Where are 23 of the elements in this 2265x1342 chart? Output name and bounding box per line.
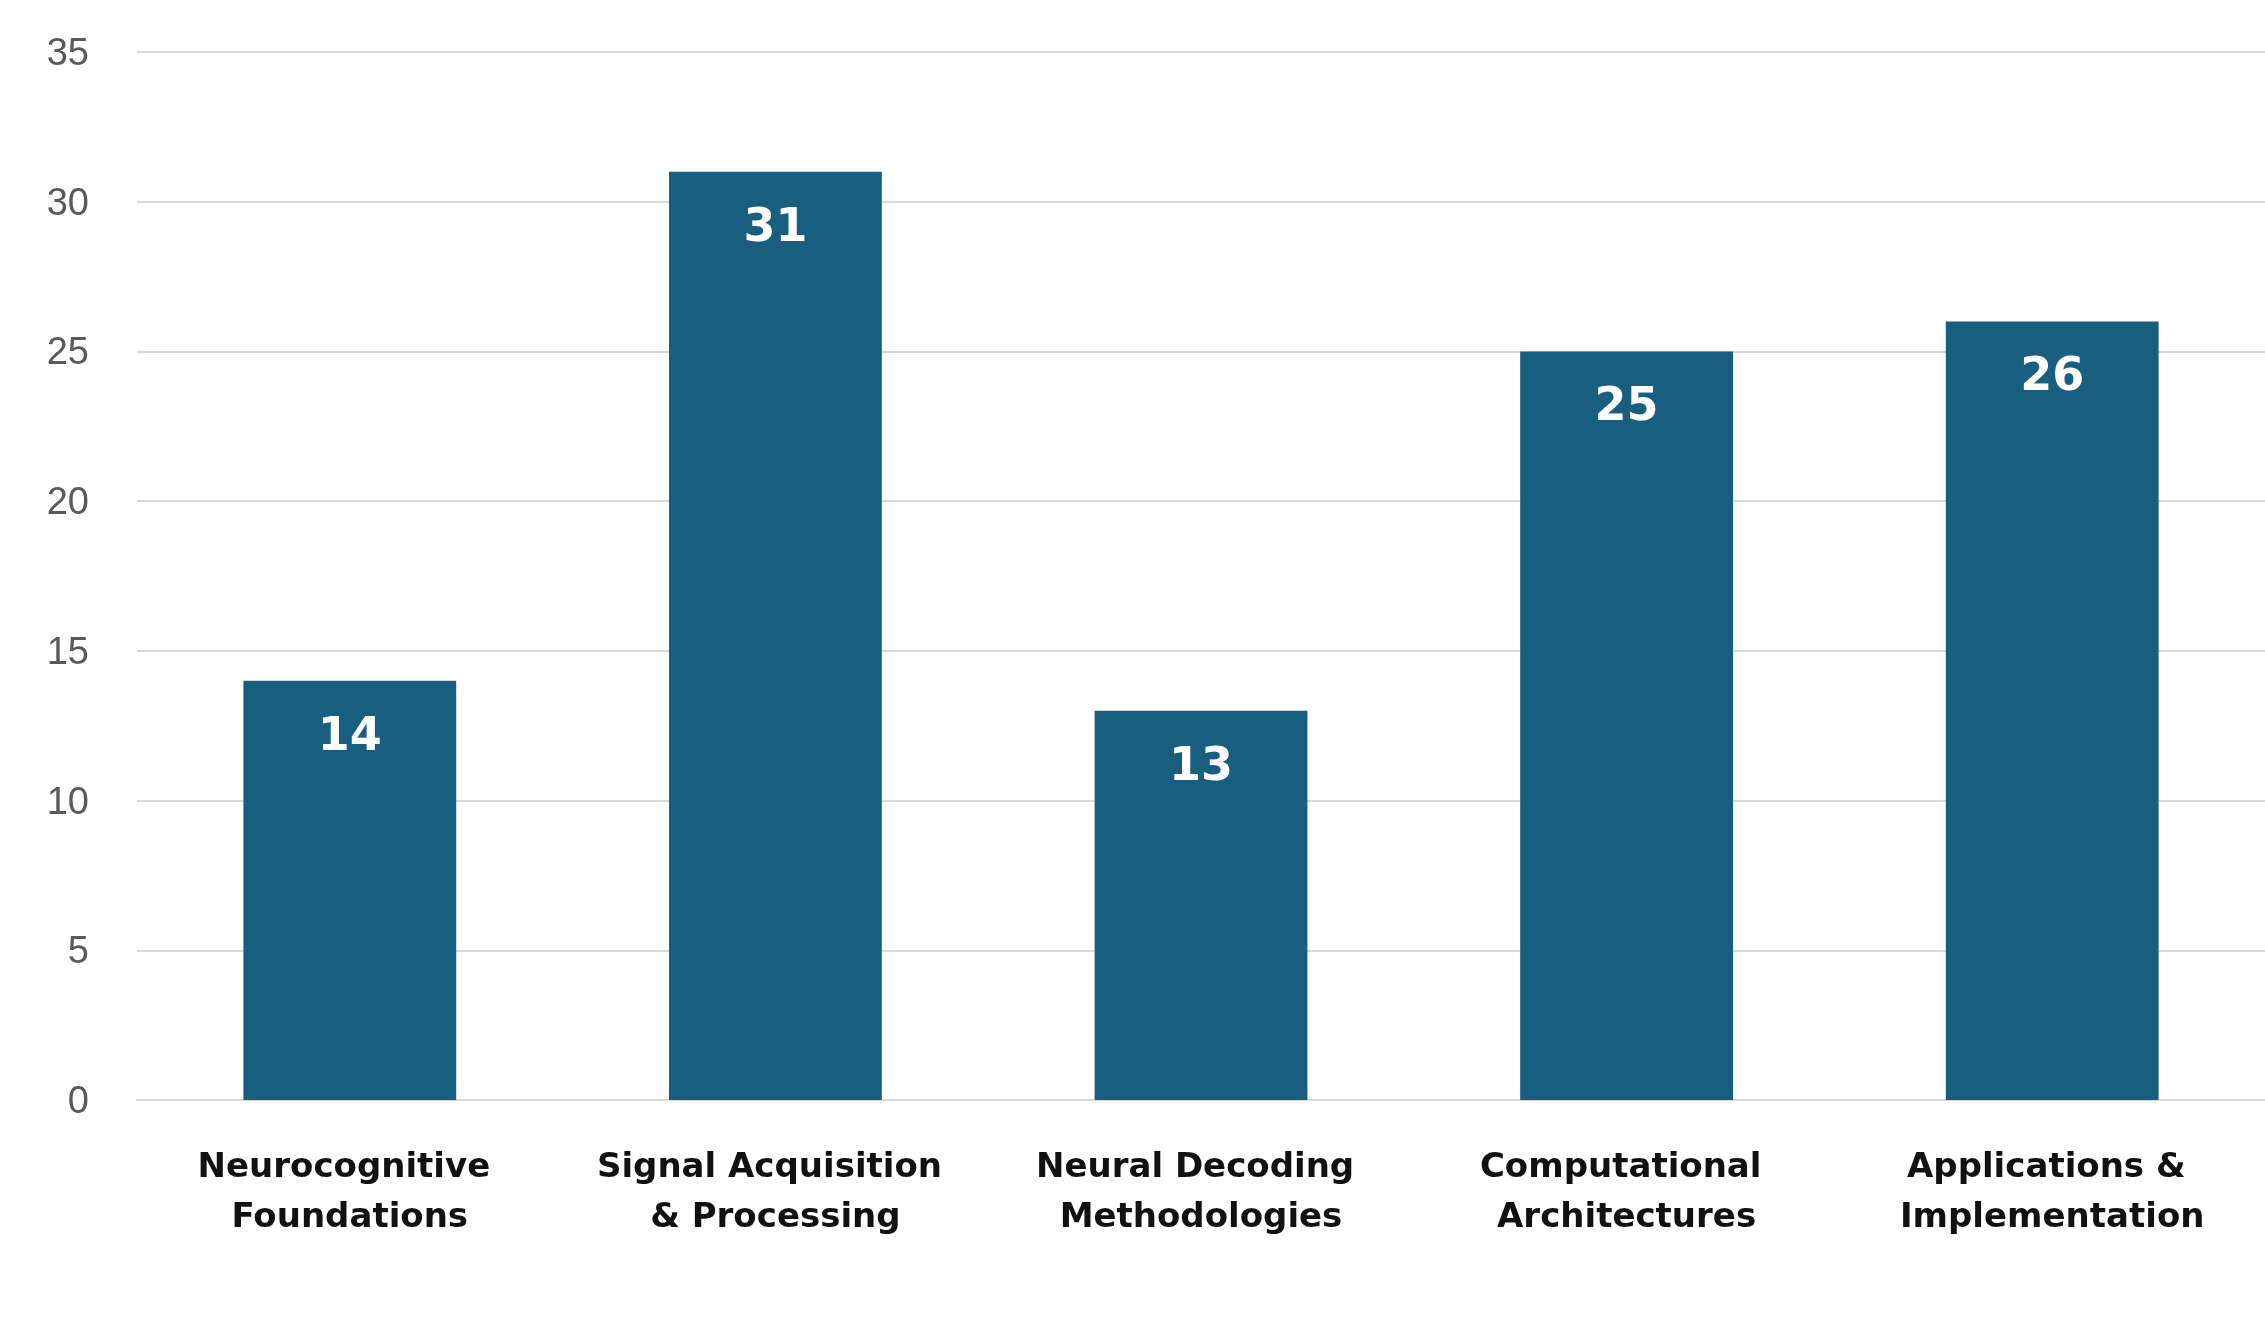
bar [1520,351,1733,1100]
y-tick-label: 0 [67,1079,89,1121]
x-tick-label: Computational Architectures [1479,1145,1774,1235]
bar [669,171,882,1100]
data-label: 25 [1594,377,1659,432]
x-tick-label: Neurocognitive Foundations [197,1145,503,1235]
y-tick-label: 15 [46,629,89,672]
y-tick-label: 20 [46,480,89,523]
y-tick-label: 35 [46,31,89,73]
data-label: 13 [1168,736,1234,791]
data-label: 14 [317,706,382,761]
bar [1094,710,1308,1100]
bar [1945,321,2159,1100]
y-tick-label: 10 [46,779,89,822]
x-tick-label: Applications & Implementation [1899,1145,2205,1235]
data-label: 26 [2020,347,2085,402]
y-tick-label: 30 [46,180,89,223]
data-label: 31 [743,197,808,252]
bar [243,680,457,1100]
y-tick-label: 5 [67,929,89,972]
x-tick-label: Signal Acquisition & Processing [596,1145,954,1235]
x-tick-label: Neural Decoding Methodologies [1035,1145,1367,1235]
y-tick-label: 25 [46,330,89,373]
